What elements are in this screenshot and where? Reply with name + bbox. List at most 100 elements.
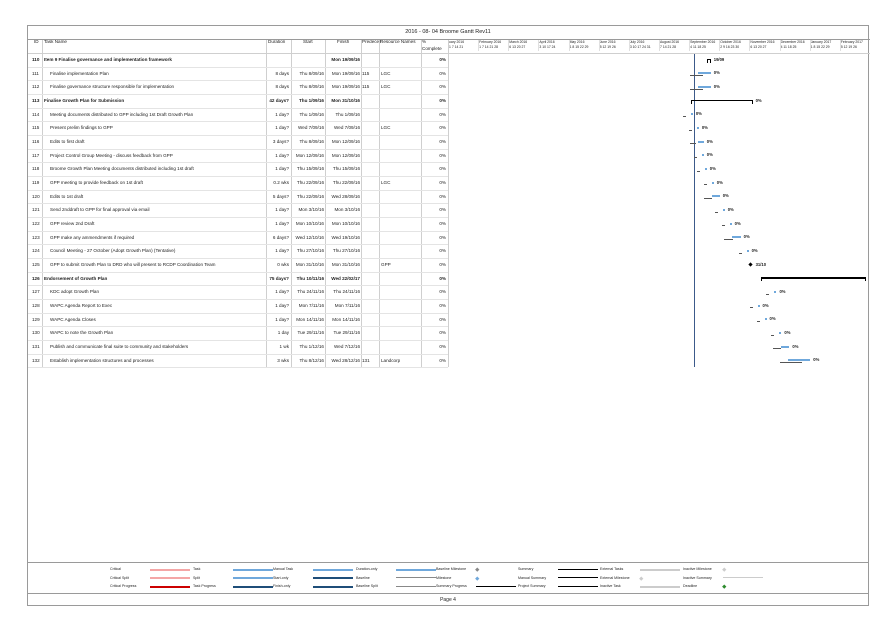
legend-label: Critical [110,567,121,571]
timeline-days: 3 10 17 24 31 [629,45,651,49]
summary-bar [706,58,711,61]
column-header-complete: Complete [422,46,442,51]
row-line [28,257,448,259]
task-finish: Wed 7/09/16 [334,125,360,131]
table-row: 110 Item 9 Finalise governance and implem… [28,53,448,67]
bar-label: 0% [722,193,729,199]
task-bar [697,72,711,75]
legend-swatch [396,577,436,578]
timeline-divider [508,39,510,51]
task-start: Thu 1/09/16 [299,111,324,117]
task-bar [746,250,749,253]
grid-vline [325,39,326,368]
bar-label: 19/09 [713,56,725,62]
task-name: GPP make any ammendments if required [50,234,135,240]
task-id: 131 [32,343,40,349]
timeline-divider [538,39,540,51]
bar-label: 0% [706,138,713,144]
task-bar [729,222,732,225]
task-bar [697,86,711,89]
baseline-bar [749,307,753,309]
task-duration: 1 day? [275,289,289,295]
legend-label: Milestone [436,575,452,580]
task-percent: 0% [439,193,446,199]
table-row: 123 GPP make any ammendments if required 6… [28,231,448,245]
row-line [28,189,448,191]
task-percent: 0% [439,302,446,308]
task-name: GPP meeting to provide feedback on 1st d… [50,179,143,185]
bar-label: 0% [727,207,734,213]
task-duration: 1 day? [275,248,289,254]
table-row: 130 WAPC to note the Growth Plan 1 day Tue … [28,326,448,340]
row-line [28,367,448,369]
row-line [28,244,448,246]
task-bar [731,236,741,239]
task-start: Thu 8/09/16 [299,84,324,90]
table-row: 127 KDC adopt Growth Plan 1 day? Thu 24/11/… [28,285,448,299]
task-id: 113 [32,97,40,103]
baseline-bar [703,184,707,186]
task-start: Thu 1/09/16 [298,97,324,103]
legend-label: Start-only [273,575,289,580]
row-line [28,230,448,232]
legend-swatch [313,568,353,571]
task-duration: 75 days? [269,275,289,281]
baseline-bar [773,348,782,350]
task-duration: 1 day [277,330,289,336]
task-percent: 0% [439,289,446,295]
task-percent: 0% [439,84,446,90]
baseline-bar [780,361,803,363]
summary-bar-end [709,58,711,63]
grid-vline [266,39,267,368]
task-resource: LGC [381,84,391,90]
task-duration: 1 day? [275,302,289,308]
legend: Critical Critical Split Critical Progress T… [28,562,868,594]
task-start: Thu 27/10/16 [296,248,324,254]
legend-label: Summary Progress [436,584,467,588]
bar-label: 0% [792,343,799,349]
timeline-divider [749,39,751,51]
legend-swatch [558,568,598,570]
timeline-month: October 2016 [720,40,741,44]
table-row: 114 Meeting documents distributed to GPP … [28,108,448,122]
task-finish: Mon 3/10/16 [334,207,360,213]
task-id: 114 [32,111,40,117]
bar-label: 0% [716,179,723,185]
timeline-days: 1 7 14 21 28 [479,45,498,49]
legend-label: Inactive Summary [683,575,712,580]
task-percent: 0% [439,357,446,363]
baseline-bar [688,129,692,131]
timeline-month: February 2016 [479,40,502,44]
task-id: 122 [32,220,40,226]
task-id: 123 [32,234,40,240]
task-percent: 0% [439,207,446,213]
task-start: Mon 3/10/16 [298,207,324,213]
milestone-marker [747,262,753,267]
row-line [28,107,448,109]
baseline-bar [756,320,760,322]
legend-label: Project Summary [518,584,546,588]
task-start: Mon 10/10/16 [295,220,324,226]
legend-swatch [640,568,680,571]
task-percent: 0% [439,343,446,349]
timeline-month: September 2016 [690,40,716,44]
baseline-bar [682,115,686,117]
task-finish: Thu 24/11/16 [333,289,360,295]
row-line [28,134,448,136]
task-bar [779,332,782,335]
legend-label: Manual Summary [518,575,547,580]
bar-label: 0% [751,248,758,254]
timeline-divider [809,39,811,51]
task-bar [774,291,777,294]
timeline-divider [689,39,691,51]
task-id: 127 [32,289,40,295]
task-percent: 0% [439,234,446,240]
timeline-days: 5 12 19 26 [840,45,857,49]
task-name: Publish and communicate final suite to c… [50,343,189,349]
summary-bar-end [865,277,867,282]
task-bar [696,127,699,130]
baseline-bar [689,88,703,90]
legend-label: Task Progress [193,584,216,588]
task-duration: 5 days? [272,193,289,199]
column-header-finish: Finish [337,39,350,44]
